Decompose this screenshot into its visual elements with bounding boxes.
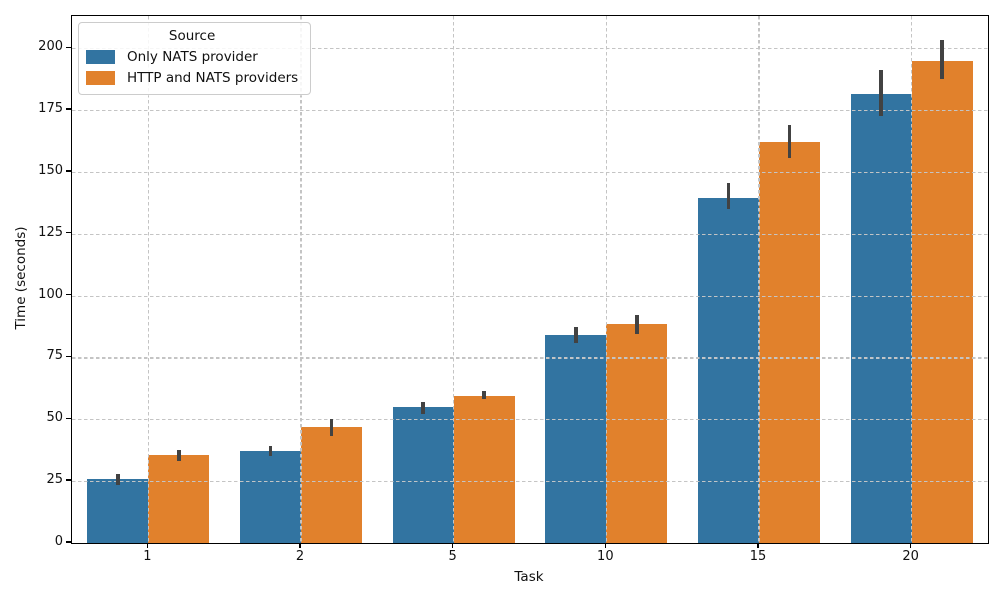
error-bar bbox=[482, 391, 486, 400]
error-bar bbox=[177, 450, 181, 462]
grid-line-vertical bbox=[605, 16, 607, 543]
legend-item-label: Only NATS provider bbox=[127, 48, 258, 65]
x-tick-label: 1 bbox=[143, 549, 152, 564]
y-tick-label: 200 bbox=[38, 39, 63, 55]
bar bbox=[148, 455, 210, 543]
x-tick-label: 5 bbox=[448, 549, 457, 564]
x-tick-label: 20 bbox=[902, 549, 919, 564]
x-tick bbox=[452, 543, 454, 549]
y-tick bbox=[66, 293, 71, 296]
y-tick bbox=[66, 232, 71, 234]
error-bar bbox=[421, 401, 425, 415]
grid-line-vertical bbox=[911, 16, 913, 543]
plot-area bbox=[71, 15, 989, 544]
grid-line-horizontal bbox=[72, 481, 988, 483]
bar bbox=[87, 478, 149, 543]
x-axis-label: Task bbox=[514, 569, 544, 585]
y-tick bbox=[66, 417, 71, 419]
bar bbox=[239, 450, 301, 543]
error-bar bbox=[329, 419, 334, 437]
error-bar bbox=[268, 445, 273, 457]
grid-line-horizontal bbox=[72, 110, 988, 112]
y-tick-label: 150 bbox=[38, 162, 63, 178]
bar bbox=[545, 335, 607, 543]
legend-item: HTTP and NATS providers bbox=[86, 67, 298, 88]
legend-items: Only NATS provider HTTP and NATS provider… bbox=[86, 46, 298, 88]
bar bbox=[301, 426, 363, 543]
grid-line-vertical bbox=[147, 16, 149, 543]
x-tick bbox=[757, 543, 759, 549]
grid-line-vertical bbox=[300, 16, 302, 543]
y-tick-label: 175 bbox=[38, 101, 63, 117]
y-tick-label: 25 bbox=[46, 472, 63, 488]
error-bar bbox=[574, 326, 578, 343]
y-tick bbox=[66, 355, 71, 358]
error-bar bbox=[940, 39, 944, 80]
legend-swatch bbox=[86, 49, 115, 64]
y-tick bbox=[66, 541, 71, 543]
legend-item-label: HTTP and NATS providers bbox=[127, 69, 299, 86]
bar bbox=[850, 93, 912, 543]
grid-line-horizontal bbox=[72, 233, 988, 235]
y-tick-label: 125 bbox=[38, 224, 63, 240]
error-bar bbox=[879, 70, 883, 117]
error-bar bbox=[787, 124, 792, 159]
grid-line-vertical bbox=[758, 16, 760, 543]
bar bbox=[759, 142, 821, 543]
grid-line-horizontal bbox=[72, 419, 988, 421]
y-tick bbox=[66, 170, 71, 172]
y-axis-label: Time (seconds) bbox=[13, 226, 29, 330]
legend-swatch bbox=[86, 70, 115, 85]
grid-line-horizontal bbox=[72, 295, 988, 297]
y-tick bbox=[66, 479, 71, 481]
grid-line-horizontal bbox=[72, 357, 988, 359]
x-tick-label: 2 bbox=[295, 549, 305, 564]
bar bbox=[392, 407, 454, 543]
y-tick-label: 100 bbox=[38, 286, 63, 302]
grid-line-vertical bbox=[453, 16, 455, 543]
bar bbox=[911, 60, 973, 543]
error-bar bbox=[116, 473, 120, 485]
error-bar bbox=[635, 315, 639, 334]
x-tick bbox=[910, 543, 912, 549]
bar bbox=[453, 396, 515, 543]
x-tick bbox=[146, 543, 148, 549]
y-tick-label: 50 bbox=[46, 410, 63, 426]
x-tick-label: 15 bbox=[749, 549, 767, 564]
x-tick bbox=[604, 543, 606, 549]
grid-line-horizontal bbox=[72, 48, 988, 50]
y-tick-label: 75 bbox=[46, 348, 63, 364]
legend-title: Source bbox=[168, 28, 216, 44]
y-tick bbox=[66, 46, 71, 48]
y-tick bbox=[66, 108, 71, 110]
error-bar bbox=[726, 183, 731, 209]
grid-line-horizontal bbox=[72, 171, 988, 173]
y-tick-label: 0 bbox=[54, 534, 63, 549]
legend: Source Only NATS provider HTTP and NATS p… bbox=[78, 22, 312, 95]
x-tick-label: 10 bbox=[597, 549, 614, 564]
bar bbox=[697, 197, 759, 543]
legend-item: Only NATS provider bbox=[86, 46, 298, 67]
x-tick bbox=[299, 543, 301, 549]
bar bbox=[606, 324, 668, 543]
